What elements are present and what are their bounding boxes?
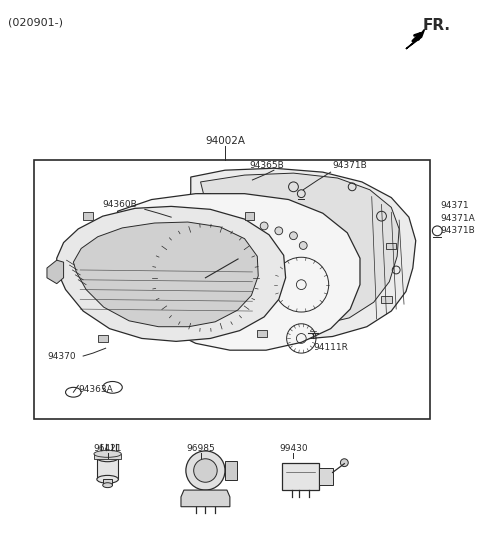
Ellipse shape	[103, 483, 112, 488]
Bar	[98, 335, 108, 343]
Ellipse shape	[97, 454, 119, 462]
Bar	[244, 212, 254, 220]
Bar	[94, 454, 121, 459]
Ellipse shape	[97, 475, 119, 483]
Bar	[97, 458, 119, 480]
Polygon shape	[178, 168, 416, 340]
Polygon shape	[47, 260, 63, 284]
Polygon shape	[406, 30, 424, 49]
Text: 99430: 99430	[279, 444, 308, 453]
Ellipse shape	[94, 451, 121, 458]
Circle shape	[289, 232, 298, 240]
Text: 96421: 96421	[93, 444, 122, 453]
Text: 94111R: 94111R	[313, 343, 348, 352]
Polygon shape	[181, 490, 230, 507]
Bar	[83, 212, 93, 220]
Text: 94363A: 94363A	[78, 386, 113, 394]
Text: 94365B: 94365B	[250, 161, 284, 170]
Polygon shape	[201, 173, 399, 329]
Bar	[238, 335, 252, 343]
Bar	[282, 463, 319, 490]
Bar	[257, 330, 267, 337]
Circle shape	[340, 459, 348, 467]
Text: 96985: 96985	[186, 444, 215, 453]
Circle shape	[194, 459, 217, 482]
Circle shape	[300, 242, 307, 249]
Bar	[381, 296, 392, 303]
Polygon shape	[57, 206, 286, 342]
Bar	[103, 480, 112, 485]
Text: (020901-): (020901-)	[8, 18, 63, 27]
Bar	[319, 468, 333, 485]
Circle shape	[186, 451, 225, 490]
Text: 94370: 94370	[47, 352, 75, 360]
Polygon shape	[118, 194, 360, 350]
Text: 94371B: 94371B	[333, 161, 367, 170]
Circle shape	[260, 222, 268, 230]
Bar	[225, 461, 237, 480]
Text: 94360B: 94360B	[103, 200, 137, 209]
Circle shape	[275, 227, 283, 235]
Text: 94371
94371A
94371B: 94371 94371A 94371B	[440, 201, 475, 236]
Bar	[197, 193, 210, 200]
Text: 94002A: 94002A	[205, 136, 245, 146]
Bar	[34, 161, 431, 419]
Polygon shape	[73, 222, 258, 326]
Bar	[386, 243, 396, 249]
Text: FR.: FR.	[422, 18, 451, 33]
